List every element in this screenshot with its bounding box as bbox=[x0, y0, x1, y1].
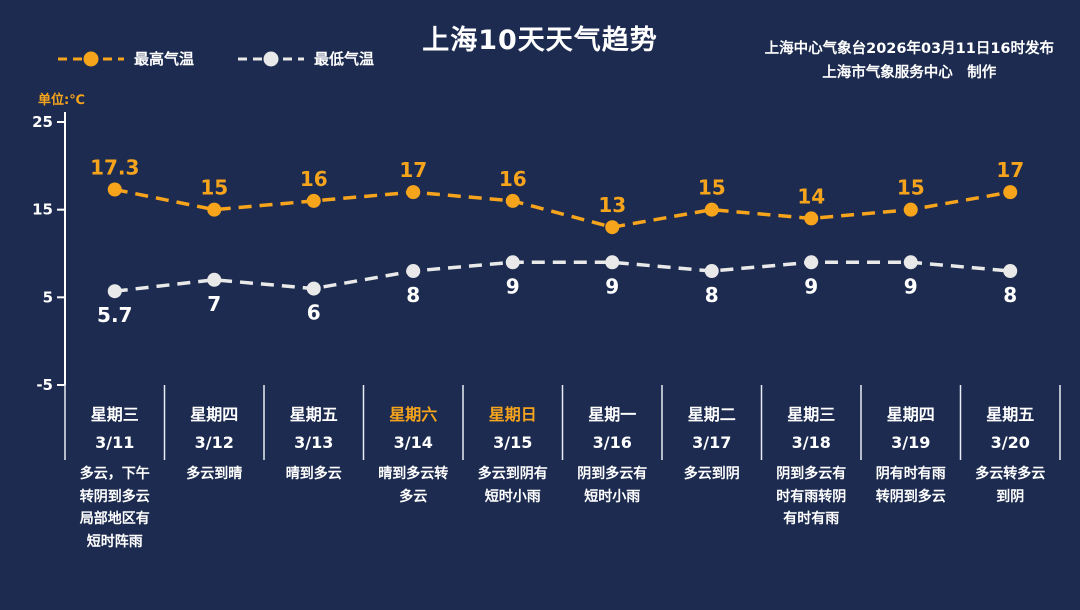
svg-text:16: 16 bbox=[499, 167, 527, 191]
svg-text:17.3: 17.3 bbox=[90, 156, 139, 180]
date-label: 3/14 bbox=[393, 433, 433, 452]
svg-text:13: 13 bbox=[598, 193, 626, 217]
date-label: 3/17 bbox=[692, 433, 732, 452]
svg-text:25: 25 bbox=[32, 113, 53, 131]
svg-text:9: 9 bbox=[804, 274, 818, 298]
date-label: 3/15 bbox=[493, 433, 533, 452]
date-label: 3/19 bbox=[891, 433, 931, 452]
weather-description: 晴到多云转多云 bbox=[378, 466, 449, 505]
publisher-line2: 上海市气象服务中心 制作 bbox=[822, 64, 997, 81]
svg-text:5.7: 5.7 bbox=[97, 303, 132, 327]
date-label: 3/12 bbox=[194, 433, 234, 452]
weekday-label: 星期四 bbox=[886, 405, 935, 424]
legend-item-low: 最低气温 bbox=[238, 48, 374, 69]
date-label: 3/18 bbox=[791, 433, 831, 452]
svg-text:9: 9 bbox=[904, 274, 918, 298]
svg-text:9: 9 bbox=[605, 274, 619, 298]
date-label: 3/16 bbox=[592, 433, 632, 452]
date-label: 3/20 bbox=[990, 433, 1030, 452]
svg-text:15: 15 bbox=[200, 176, 228, 200]
svg-text:17: 17 bbox=[996, 158, 1024, 182]
weekday-label: 星期六 bbox=[389, 405, 438, 424]
svg-text:8: 8 bbox=[406, 283, 420, 307]
weekday-label: 星期五 bbox=[289, 405, 338, 424]
weather-description-row: 多云，下午转阴到多云局部地区有短时阵雨 多云到晴 晴到多云 晴到多云转多云 多云到阴有短… bbox=[65, 463, 1060, 554]
unit-label: 单位:℃ bbox=[38, 93, 85, 108]
temperature-chart: 25 15 5 -5 17.3 15 16 17 16 13 15 14 15 17 5.7 7 6 8 9 9 8 9 9… bbox=[32, 112, 1061, 460]
date-label: 3/11 bbox=[95, 433, 135, 452]
svg-text:-5: -5 bbox=[36, 376, 53, 394]
svg-text:5: 5 bbox=[43, 288, 53, 306]
legend-low-label: 最低气温 bbox=[314, 50, 375, 68]
publisher-info: 上海中心气象台2026年03月11日16时发布 上海市气象服务中心 制作 bbox=[765, 38, 1054, 86]
svg-text:8: 8 bbox=[705, 283, 719, 307]
weather-description: 晴到多云 bbox=[285, 466, 342, 482]
svg-text:7: 7 bbox=[207, 292, 221, 316]
date-label: 3/13 bbox=[294, 433, 334, 452]
legend-high-label: 最高气温 bbox=[134, 50, 195, 68]
svg-text:15: 15 bbox=[32, 201, 53, 219]
legend: 最高气温 最低气温 bbox=[58, 48, 374, 69]
svg-text:17: 17 bbox=[399, 158, 427, 182]
weekday-label: 星期二 bbox=[687, 405, 736, 424]
weekday-label: 星期四 bbox=[190, 405, 239, 424]
weather-description: 多云到阴有短时小雨 bbox=[477, 466, 548, 505]
weather-description: 多云，下午转阴到多云局部地区有短时阵雨 bbox=[79, 466, 150, 551]
weekday-label: 星期三 bbox=[787, 405, 836, 424]
weekday-label: 星期日 bbox=[488, 405, 537, 424]
page-title: 上海10天天气趋势 bbox=[422, 25, 658, 56]
svg-text:16: 16 bbox=[300, 167, 328, 191]
weekday-label: 星期五 bbox=[986, 405, 1035, 424]
high-temp-line-icon bbox=[58, 51, 124, 66]
weather-description: 多云转多云到阴 bbox=[975, 466, 1046, 505]
svg-text:14: 14 bbox=[797, 184, 825, 208]
weekday-label: 星期三 bbox=[90, 405, 139, 424]
svg-text:6: 6 bbox=[307, 301, 321, 325]
weekday-row: 星期三 星期四 星期五 星期六 星期日 星期一 星期二 星期三 星期四 星期五 bbox=[65, 401, 1060, 425]
svg-text:15: 15 bbox=[698, 176, 726, 200]
weather-description: 多云到晴 bbox=[186, 466, 243, 482]
svg-text:15: 15 bbox=[897, 176, 925, 200]
low-temp-line-icon bbox=[238, 51, 305, 66]
weather-description: 阴到多云有短时小雨 bbox=[577, 466, 648, 505]
publisher-line1: 上海中心气象台2026年03月11日16时发布 bbox=[764, 41, 1054, 57]
date-row: 3/11 3/12 3/13 3/14 3/15 3/16 3/17 3/18 3/19 3/20 bbox=[65, 433, 1060, 452]
svg-text:9: 9 bbox=[506, 274, 520, 298]
weekday-label: 星期一 bbox=[588, 405, 637, 424]
weather-description: 多云到阴 bbox=[683, 466, 740, 482]
svg-text:8: 8 bbox=[1003, 283, 1017, 307]
weather-description: 阴到多云有时有雨转阴有时有雨 bbox=[776, 466, 847, 528]
weather-description: 阴有时有雨转阴到多云 bbox=[875, 466, 946, 505]
legend-item-high: 最高气温 bbox=[58, 48, 194, 69]
